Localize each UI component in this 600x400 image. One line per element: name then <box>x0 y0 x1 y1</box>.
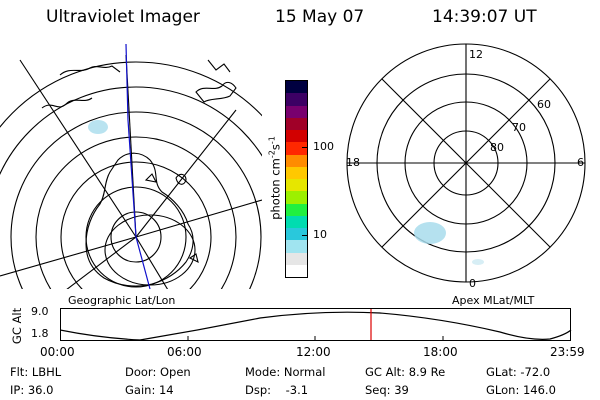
colorbar-segment <box>286 130 307 143</box>
ephemeris-track <box>125 43 151 290</box>
mag-panel-label: Apex MLat/MLT <box>452 294 535 307</box>
antarctica-coastline <box>85 152 194 287</box>
mlat-label-60: 60 <box>537 98 551 111</box>
geo-lat-circle <box>10 111 262 289</box>
seq-info: Seq: 39 <box>365 383 409 397</box>
orbit-altitude-plot <box>60 308 572 341</box>
glat-info: GLat: -72.0 <box>486 365 551 379</box>
altitude-curve <box>60 311 572 341</box>
colorbar-unit-label: photon cm-2s-1 <box>267 136 283 220</box>
orbit-ylabel: GC Alt <box>10 307 24 345</box>
geo-meridian <box>19 59 137 238</box>
colorbar-segment <box>286 264 307 277</box>
mlt-label-0: 0 <box>469 277 476 290</box>
gain-info: Gain: 14 <box>125 383 174 397</box>
geo-panel-label: Geographic Lat/Lon <box>68 294 176 307</box>
colorbar-segment <box>286 154 307 167</box>
time-label: 14:39:07 UT <box>432 7 537 27</box>
island <box>175 173 187 185</box>
aurora-patch <box>88 120 108 134</box>
mlt-line <box>381 78 551 248</box>
colorbar-segment <box>286 252 307 265</box>
gc-alt-info: GC Alt: 8.9 Re <box>365 365 446 379</box>
orbit-ytick-9: 9.0 <box>31 305 49 318</box>
coastline <box>41 97 93 109</box>
colorbar-tick-100 <box>302 147 307 148</box>
orbit-ytick-1.8: 1.8 <box>31 327 49 340</box>
mlt-label-18: 18 <box>346 156 360 169</box>
colorbar-segment <box>286 240 307 253</box>
geo-meridian <box>0 236 137 277</box>
coastline <box>207 59 231 73</box>
colorbar-segment <box>286 105 307 118</box>
instrument-title: Ultraviolet Imager <box>46 7 200 27</box>
colorbar-segment <box>286 179 307 192</box>
geo-lat-circle <box>60 161 212 289</box>
mlt-label-12: 12 <box>469 48 483 61</box>
geo-lat-circle <box>110 211 162 263</box>
colorbar-segment <box>286 117 307 130</box>
time-tick-2359: 23:59 <box>550 345 585 359</box>
colorbar-segment <box>286 228 307 241</box>
colorbar-segment <box>286 191 307 204</box>
geo-lat-circle <box>0 86 262 176</box>
aurora-patch <box>414 222 446 244</box>
colorbar-segment <box>286 142 307 155</box>
time-tick-1800: 18:00 <box>423 345 458 359</box>
filter-info: Flt: LBHL <box>10 365 62 379</box>
glon-info: GLon: 146.0 <box>486 383 556 397</box>
date-label: 15 May 07 <box>275 7 365 27</box>
mlat-label-70: 70 <box>512 121 526 134</box>
colorbar-segment <box>286 81 307 94</box>
colorbar-segment <box>286 203 307 216</box>
coastline <box>59 65 121 76</box>
mlt-label-6: 6 <box>577 156 584 169</box>
colorbar-tick-10 <box>302 235 307 236</box>
colorbar-segment <box>286 93 307 106</box>
geo-meridian <box>135 199 262 238</box>
colorbar-segment <box>286 215 307 228</box>
dsp-info: Dsp: -3.1 <box>245 383 309 397</box>
time-tick-0000: 00:00 <box>40 345 75 359</box>
ip-info: IP: 36.0 <box>10 383 54 397</box>
geo-lat-circle <box>35 136 237 289</box>
aurora-patch <box>472 259 484 265</box>
island <box>144 173 157 183</box>
magnetic-polar-plot <box>346 43 586 283</box>
island <box>188 253 199 264</box>
mlat-label-80: 80 <box>490 141 504 154</box>
geo-meridian <box>135 109 237 238</box>
colorbar-label-10: 10 <box>313 228 327 241</box>
geo-lat-circle <box>0 61 262 128</box>
colorbar-segment <box>286 166 307 179</box>
colorbar-label-100: 100 <box>313 140 334 153</box>
geo-meridian <box>66 236 137 289</box>
geographic-map <box>0 43 262 290</box>
coastline <box>195 81 237 103</box>
mode-info: Mode: Normal <box>245 365 326 379</box>
time-tick-1200: 12:00 <box>296 345 331 359</box>
time-tick-0600: 06:00 <box>167 345 202 359</box>
colorbar <box>285 80 308 278</box>
geo-meridian <box>135 236 169 289</box>
door-info: Door: Open <box>125 365 191 379</box>
